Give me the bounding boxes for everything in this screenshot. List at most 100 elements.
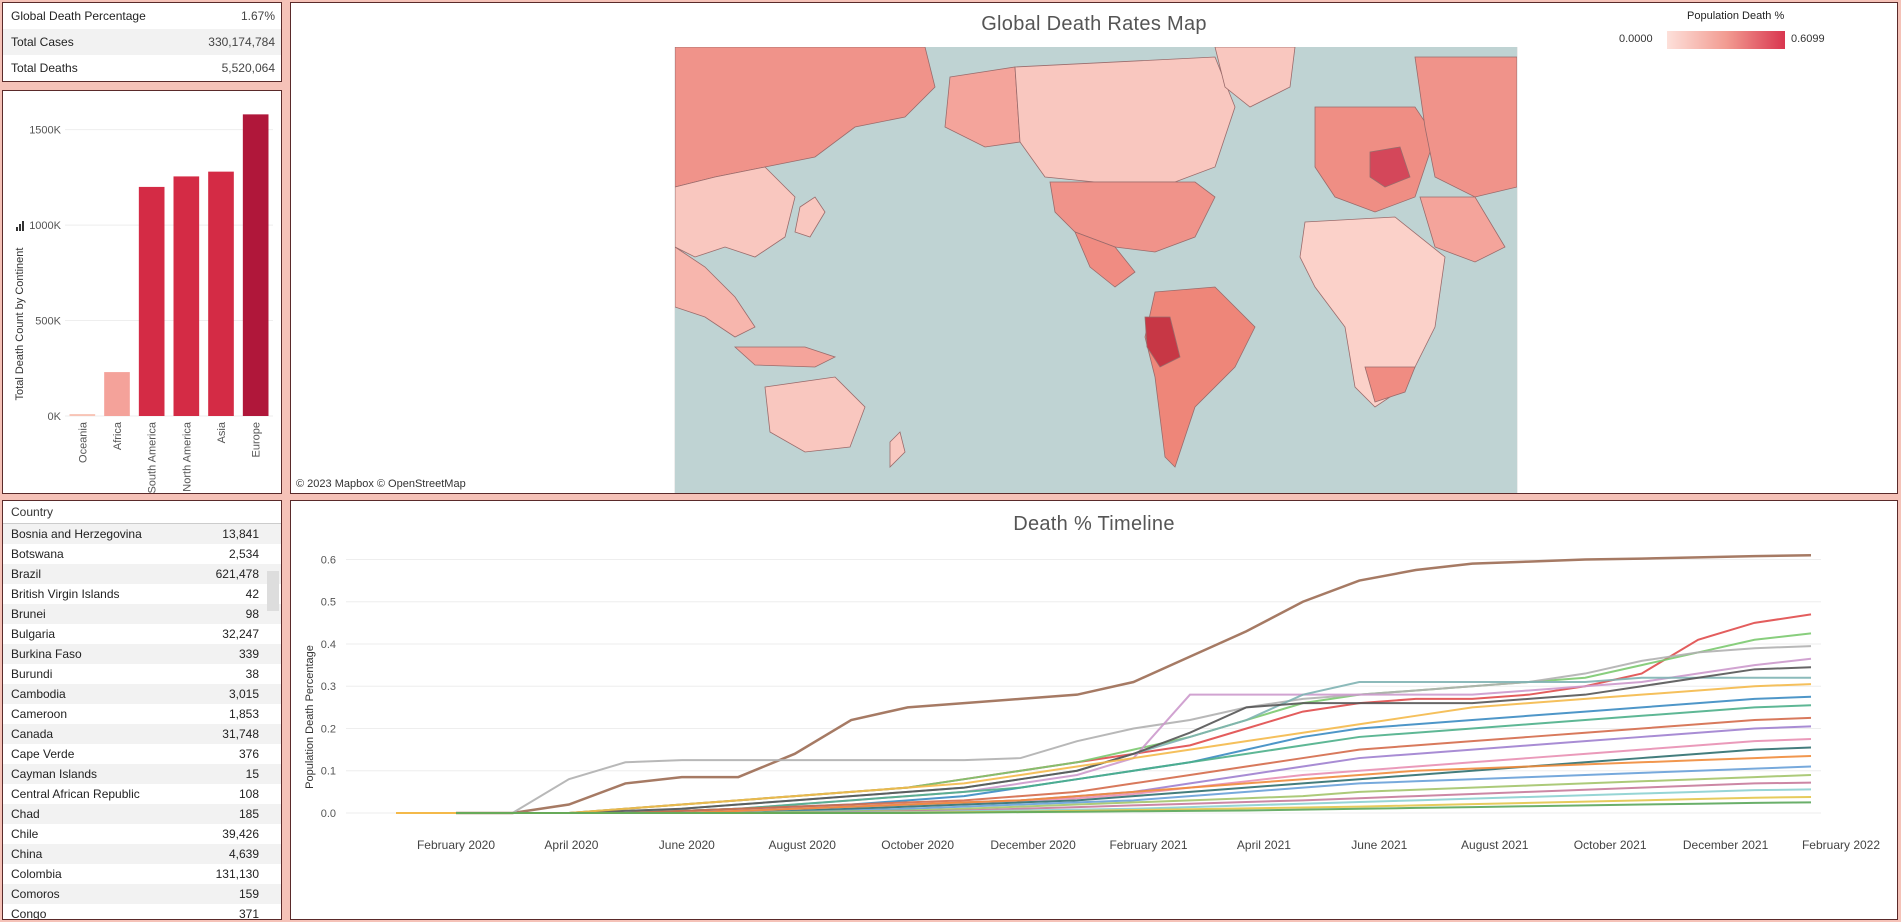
table-row[interactable]: Cambodia 3,015 [3,684,281,704]
legend-title: Population Death % [1687,10,1785,22]
country-name: Cameroon [11,707,68,721]
country-name: Comoros [11,887,60,901]
timeline-x-tick-label: February 2021 [1109,838,1187,852]
map-region-russia-west [675,47,936,188]
timeline-x-tick-label: December 2020 [990,838,1076,852]
timeline-y-tick-label: 0.1 [321,766,336,778]
continent-bar-chart-panel: 0K 500K 1000K 1500K Oceania Africa South Amer… [2,90,282,494]
table-row[interactable]: Colombia 131,130 [3,864,281,884]
timeline-series-line[interactable] [456,632,1812,814]
death-count: 131,130 [215,867,259,881]
timeline-series-line[interactable] [456,666,1812,814]
table-row[interactable]: Canada 31,748 [3,724,281,744]
legend-max: 0.6099 [1791,33,1825,45]
country-name: Botswana [11,547,64,561]
map-region-peru [1144,316,1181,368]
table-row[interactable]: Bulgaria 32,247 [3,624,281,644]
table-row[interactable]: Brazil 621,478 [3,564,281,584]
death-count: 376 [238,747,259,761]
death-count: 15 [245,767,259,781]
map-region-canada [1014,56,1236,183]
timeline-y-tick-label: 0.6 [321,554,336,566]
map-attribution[interactable]: © 2023 Mapbox © OpenStreetMap [296,478,466,490]
death-count: 621,478 [215,567,259,581]
death-count: 4,639 [228,847,259,861]
kpi-label: Global Death Percentage [11,9,146,23]
timeline-x-tick-label: October 2020 [881,838,954,852]
timeline-x-tick-label: April 2020 [544,838,598,852]
timeline-x-tick-label: February 2020 [417,838,495,852]
timeline-x-tick-label: June 2021 [1351,838,1407,852]
country-name: Burundi [11,667,53,681]
legend-min: 0.0000 [1619,33,1653,45]
timeline-x-tick-label: February 2022 [1802,838,1880,852]
table-row[interactable]: Chile 39,426 [3,824,281,844]
table-row[interactable]: Chad 185 [3,804,281,824]
table-row[interactable]: Central African Republic 108 [3,784,281,804]
country-name: Bosnia and Herzegovina [11,527,142,541]
map-region-russia-east [1414,56,1517,198]
kpi-value: 5,520,064 [221,61,275,75]
timeline-y-tick-label: 0.2 [321,723,336,735]
country-name: Chad [11,807,40,821]
timeline-y-tick-label: 0.0 [321,808,336,820]
map-region-southern-africa [1364,366,1416,403]
death-count: 185 [238,807,259,821]
death-count: 2,534 [228,547,259,561]
bar-asia[interactable] [208,171,234,416]
death-timeline-panel: Death % Timeline 0.0 0.1 0.2 0.3 0.4 0.5 0.6 F… [290,500,1898,920]
table-header-country[interactable]: Country [3,501,281,524]
country-name: Cambodia [11,687,66,701]
world-map-graphic [675,47,1517,468]
table-row[interactable]: British Virgin Islands 42 [3,584,281,604]
map-region-usa [1049,181,1216,253]
table-row[interactable]: Cayman Islands 15 [3,764,281,784]
timeline-series-line[interactable] [456,801,1812,814]
table-row[interactable]: Cameroon 1,853 [3,704,281,724]
timeline-series-line[interactable] [456,553,1812,815]
death-count: 371 [238,907,259,920]
table-row[interactable]: Burundi 38 [3,664,281,684]
map-region-central-europe [1369,146,1411,188]
country-name: Congo [11,907,47,920]
death-timeline-chart: 0.0 0.1 0.2 0.3 0.4 0.5 0.6 February 2020 April… [304,553,1880,852]
death-rate-map-panel: Global Death Rates Map Population Death … [290,2,1898,494]
table-row[interactable]: Bosnia and Herzegovina 13,841 [3,524,281,544]
country-deaths-table: Country Bosnia and Herzegovina 13,841 Bots… [2,500,282,920]
map-region-south-america [1144,286,1256,468]
bar-y-tick-label: 1000K [29,220,61,232]
kpi-row-total-cases: Total Cases 330,174,784 [3,29,281,55]
bar-x-label: Asia [216,421,228,443]
table-row[interactable]: Brunei 98 [3,604,281,624]
death-count: 13,841 [222,527,259,541]
bar-oceania[interactable] [69,414,96,416]
timeline-series-line[interactable] [456,716,1812,814]
table-row[interactable]: Congo 371 [3,904,281,920]
map-region-greenland [1214,47,1296,108]
bar-europe[interactable] [242,114,269,416]
continent-bar-chart: 0K 500K 1000K 1500K Oceania Africa South Amer… [14,114,273,493]
bar-chart-icon[interactable] [16,221,24,231]
map-canvas[interactable] [674,47,1518,493]
timeline-series-line[interactable] [456,683,1812,814]
death-count: 98 [245,607,259,621]
death-count: 108 [238,787,259,801]
map-region-alaska [944,66,1021,148]
bar-north-america[interactable] [173,176,200,416]
bar-x-label: Oceania [77,421,89,463]
table-row[interactable]: China 4,639 [3,844,281,864]
table-scrollbar[interactable] [267,571,279,611]
timeline-series-line[interactable] [456,645,1812,814]
table-row[interactable]: Botswana 2,534 [3,544,281,564]
death-count: 159 [238,887,259,901]
bar-x-label: Europe [251,422,263,457]
table-row[interactable]: Cape Verde 376 [3,744,281,764]
map-region-japan [794,196,826,238]
bar-south-america[interactable] [138,186,165,416]
death-count: 31,748 [222,727,259,741]
map-region-south-asia [675,246,756,338]
country-name: Central African Republic [11,787,140,801]
table-row[interactable]: Burkina Faso 339 [3,644,281,664]
table-row[interactable]: Comoros 159 [3,884,281,904]
bar-africa[interactable] [104,372,130,416]
